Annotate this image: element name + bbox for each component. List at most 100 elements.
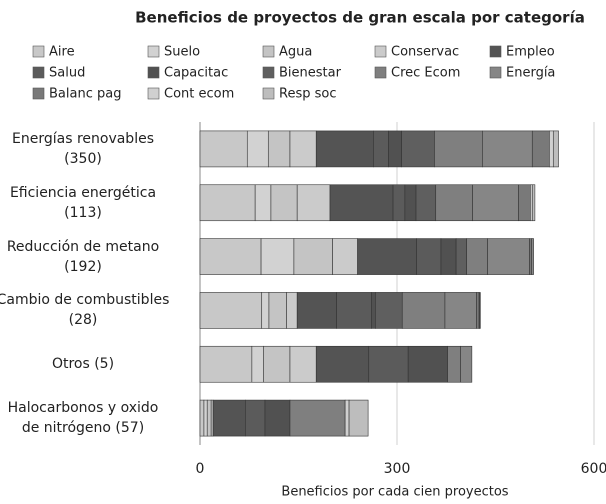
x-tick-label: 600 (581, 461, 606, 477)
bar-segment (246, 130, 269, 168)
bar-segment (315, 345, 370, 383)
chart-title: Beneficios de proyectos de gran escala p… (135, 9, 585, 27)
bar-segment (289, 399, 346, 437)
legend-swatch (32, 87, 45, 100)
bar-segment (199, 184, 256, 222)
bar-segment (268, 292, 287, 329)
bar-segment (199, 238, 262, 275)
bar-segment (466, 238, 488, 275)
bar-segment (289, 345, 317, 383)
legend-label: Crec Ecom (391, 66, 460, 81)
bar-segment (532, 238, 534, 275)
legend-label: Agua (279, 45, 312, 60)
bar-segment (375, 292, 403, 329)
legend-swatch (374, 45, 387, 58)
bar-segment (206, 399, 212, 437)
bar-segment (392, 184, 406, 222)
y-tick-label: Energías renovables (350) (12, 130, 154, 167)
bar-segment (447, 345, 461, 383)
bar-segment (368, 345, 409, 383)
bar-segment (251, 345, 264, 383)
bar-segment (549, 130, 554, 168)
bar-segment (260, 238, 295, 275)
bar-segment (286, 292, 298, 329)
bar-segment (332, 238, 358, 275)
y-tick-label: Cambio de combustibles (28) (0, 292, 170, 329)
x-tick-label: 0 (196, 461, 205, 477)
bar-segment (270, 184, 298, 222)
bar-segment (479, 292, 481, 329)
bar-segment (245, 399, 266, 437)
bar-segment (261, 292, 270, 329)
legend-label: Conservac (391, 45, 459, 60)
bar-segment (373, 130, 389, 168)
bar-segment (293, 238, 333, 275)
bar-segment (199, 345, 253, 383)
bar-segment (518, 184, 531, 222)
bar-segment (289, 130, 317, 168)
bar-segment (401, 130, 435, 168)
bar-segment (472, 184, 519, 222)
bar-segment (267, 130, 291, 168)
y-tick-label: Reducción de metano (192) (6, 238, 160, 275)
legend-label: Resp soc (279, 87, 336, 102)
legend-label: Capacitac (164, 66, 228, 81)
bar-segment (199, 130, 248, 168)
x-axis-label: Beneficios por cada cien proyectos (281, 485, 508, 500)
y-tick-label: Otros (5) (51, 356, 115, 373)
legend-swatch (147, 66, 160, 79)
bar-segment (531, 130, 550, 168)
bar-segment (415, 184, 437, 222)
bar-segment (487, 238, 530, 275)
bar-segment (404, 184, 417, 222)
bar-segment (329, 184, 394, 222)
bar-segment (401, 292, 446, 329)
bar-segment (416, 238, 442, 275)
bar-segment (296, 184, 331, 222)
bar-segment (440, 238, 457, 275)
legend-label: Bienestar (279, 66, 342, 81)
legend-swatch (489, 66, 502, 79)
legend-swatch (489, 45, 502, 58)
bar-segment (203, 399, 208, 437)
legend-label: Salud (49, 66, 85, 81)
bar-segment (296, 292, 337, 329)
bar-segment (264, 399, 291, 437)
bar-segment (263, 345, 291, 383)
legend-swatch (262, 87, 275, 100)
bar-segment (552, 130, 559, 168)
bar-segment (315, 130, 374, 168)
legend-swatch (262, 66, 275, 79)
bar-segment (455, 238, 467, 275)
legend-swatch (262, 45, 275, 58)
bar-segment (476, 292, 480, 329)
legend-label: Balanc pag (49, 87, 121, 102)
bar-segment (254, 184, 272, 222)
legend-label: Cont ecom (164, 87, 234, 102)
legend-label: Suelo (164, 45, 200, 60)
bar-segment (212, 399, 246, 437)
bar-segment (336, 292, 372, 329)
legend-swatch (32, 45, 45, 58)
bar-segment (407, 345, 448, 383)
bar-segment (371, 292, 376, 329)
legend-swatch (374, 66, 387, 79)
legend-label: Energía (506, 66, 555, 81)
bar-segment (444, 292, 477, 329)
legend-label: Empleo (506, 45, 555, 60)
bar-segment (344, 399, 350, 437)
y-tick-label: Halocarbonos y oxido de nitrógeno (57) (7, 400, 159, 437)
legend-swatch (147, 45, 160, 58)
bar-segment (531, 184, 536, 222)
legend-swatch (147, 87, 160, 100)
bar-segment (435, 184, 473, 222)
bar-segment (348, 399, 369, 437)
bar-segment (199, 292, 263, 329)
legend-label: Aire (49, 45, 75, 60)
bar-segment (357, 238, 418, 275)
bar-segment (199, 399, 205, 437)
bar-segment (388, 130, 402, 168)
bar-segment (482, 130, 533, 168)
bar-segment (460, 345, 473, 383)
